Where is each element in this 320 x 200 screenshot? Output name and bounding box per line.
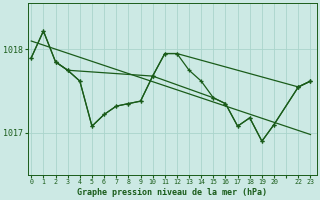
X-axis label: Graphe pression niveau de la mer (hPa): Graphe pression niveau de la mer (hPa) bbox=[77, 188, 267, 197]
